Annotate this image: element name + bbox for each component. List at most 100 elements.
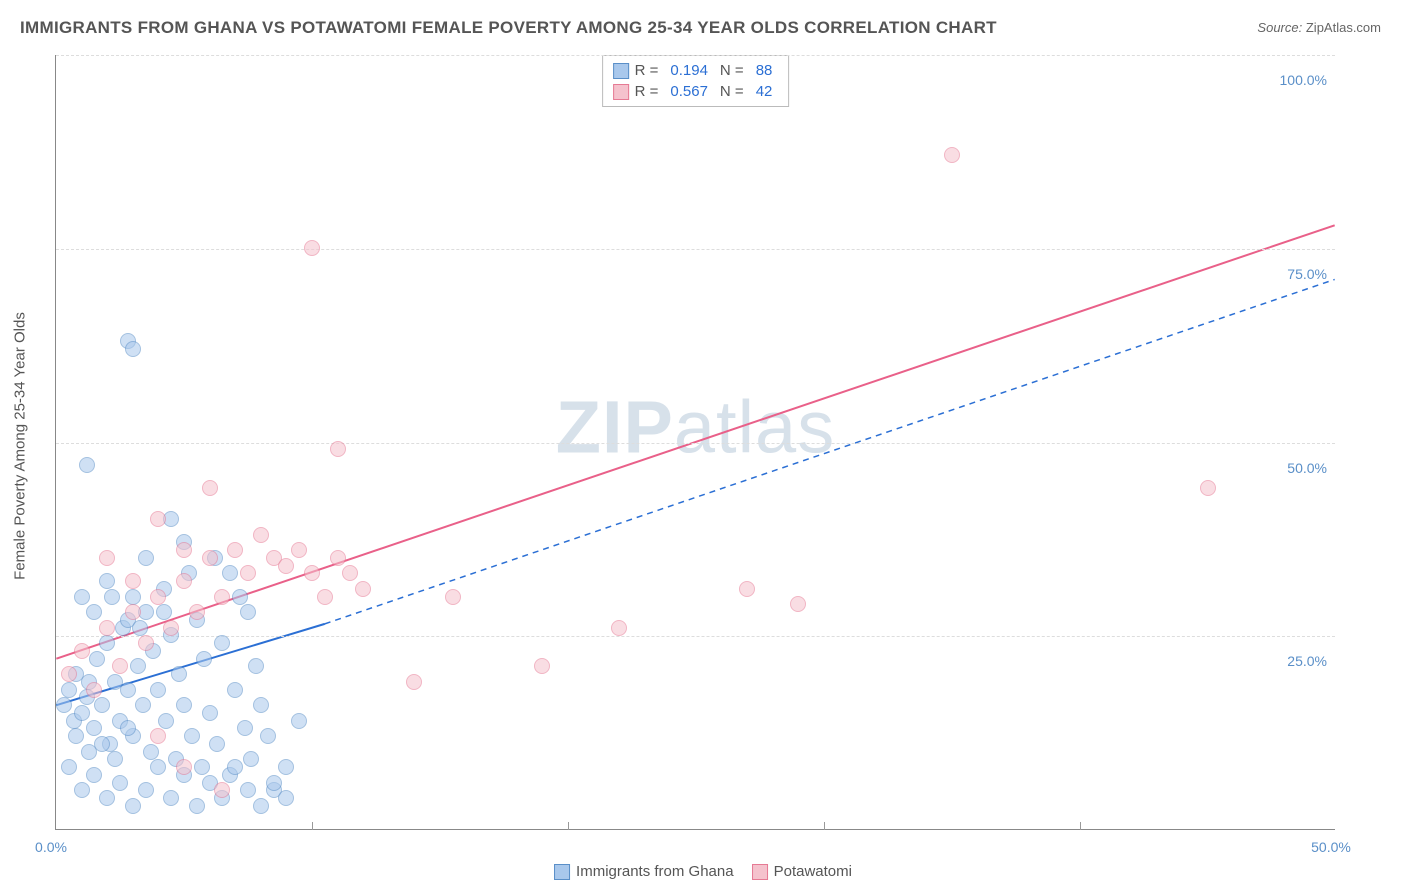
scatter-point xyxy=(112,658,128,674)
scatter-point xyxy=(611,620,627,636)
scatter-point xyxy=(176,759,192,775)
scatter-point xyxy=(163,620,179,636)
stats-row-1: R = 0.567 N = 42 xyxy=(613,81,779,102)
scatter-point xyxy=(304,565,320,581)
scatter-point xyxy=(94,736,110,752)
scatter-point xyxy=(138,550,154,566)
scatter-point xyxy=(227,542,243,558)
scatter-point xyxy=(61,682,77,698)
bottom-legend: Immigrants from Ghana Potawatomi xyxy=(554,863,852,880)
scatter-point xyxy=(74,643,90,659)
scatter-point xyxy=(240,782,256,798)
scatter-point xyxy=(330,550,346,566)
source-label: Source: xyxy=(1257,20,1302,35)
scatter-point xyxy=(143,744,159,760)
legend-item-1: Potawatomi xyxy=(752,863,852,880)
scatter-point xyxy=(176,542,192,558)
n-value-0: 88 xyxy=(756,62,773,79)
xtick-label: 0.0% xyxy=(35,839,67,855)
scatter-point xyxy=(330,441,346,457)
xtick-mark xyxy=(1080,822,1081,830)
gridline-y xyxy=(56,55,1335,56)
scatter-point xyxy=(150,589,166,605)
scatter-point xyxy=(227,759,243,775)
ytick-label: 50.0% xyxy=(1287,460,1327,476)
scatter-point xyxy=(189,604,205,620)
scatter-point xyxy=(163,790,179,806)
xtick-label: 50.0% xyxy=(1311,839,1351,855)
scatter-point xyxy=(189,798,205,814)
scatter-point xyxy=(266,775,282,791)
watermark: ZIPatlas xyxy=(556,384,835,469)
ytick-label: 25.0% xyxy=(1287,653,1327,669)
scatter-point xyxy=(74,589,90,605)
ytick-label: 100.0% xyxy=(1280,72,1327,88)
plot-area: ZIPatlas R = 0.194 N = 88 R = 0.567 N = … xyxy=(55,55,1335,830)
watermark-rest: atlas xyxy=(674,385,835,468)
scatter-point xyxy=(150,728,166,744)
n-label-1: N = xyxy=(720,83,744,100)
scatter-point xyxy=(534,658,550,674)
xtick-mark xyxy=(312,822,313,830)
scatter-point xyxy=(86,682,102,698)
scatter-point xyxy=(253,527,269,543)
scatter-point xyxy=(278,790,294,806)
scatter-point xyxy=(158,713,174,729)
scatter-point xyxy=(150,682,166,698)
scatter-point xyxy=(278,558,294,574)
scatter-point xyxy=(68,728,84,744)
scatter-point xyxy=(99,573,115,589)
scatter-point xyxy=(61,759,77,775)
scatter-point xyxy=(227,682,243,698)
scatter-point xyxy=(125,589,141,605)
scatter-point xyxy=(196,651,212,667)
ytick-label: 75.0% xyxy=(1287,266,1327,282)
scatter-point xyxy=(304,240,320,256)
scatter-point xyxy=(125,604,141,620)
stats-legend-box: R = 0.194 N = 88 R = 0.567 N = 42 xyxy=(602,55,790,107)
scatter-point xyxy=(176,573,192,589)
r-value-0: 0.194 xyxy=(670,62,708,79)
scatter-point xyxy=(86,767,102,783)
scatter-point xyxy=(342,565,358,581)
scatter-point xyxy=(150,759,166,775)
scatter-point xyxy=(260,728,276,744)
scatter-point xyxy=(790,596,806,612)
scatter-point xyxy=(138,635,154,651)
scatter-point xyxy=(202,550,218,566)
n-label-0: N = xyxy=(720,62,744,79)
scatter-point xyxy=(248,658,264,674)
scatter-point xyxy=(214,589,230,605)
scatter-point xyxy=(202,480,218,496)
scatter-point xyxy=(99,790,115,806)
scatter-point xyxy=(317,589,333,605)
scatter-point xyxy=(253,697,269,713)
scatter-point xyxy=(240,604,256,620)
gridline-y xyxy=(56,443,1335,444)
scatter-point xyxy=(79,457,95,473)
scatter-point xyxy=(445,589,461,605)
r-label-0: R = xyxy=(635,62,659,79)
scatter-point xyxy=(278,759,294,775)
scatter-point xyxy=(209,736,225,752)
gridline-y xyxy=(56,636,1335,637)
scatter-point xyxy=(150,511,166,527)
scatter-point xyxy=(86,604,102,620)
scatter-point xyxy=(99,635,115,651)
scatter-point xyxy=(56,697,72,713)
legend-label-0: Immigrants from Ghana xyxy=(576,863,734,880)
y-axis-label: Female Poverty Among 25-34 Year Olds xyxy=(12,312,29,580)
scatter-point xyxy=(739,581,755,597)
scatter-point xyxy=(176,697,192,713)
scatter-point xyxy=(99,620,115,636)
scatter-point xyxy=(214,635,230,651)
scatter-point xyxy=(243,751,259,767)
stats-row-0: R = 0.194 N = 88 xyxy=(613,60,779,81)
scatter-point xyxy=(86,720,102,736)
scatter-point xyxy=(61,666,77,682)
scatter-point xyxy=(132,620,148,636)
scatter-point xyxy=(406,674,422,690)
legend-item-0: Immigrants from Ghana xyxy=(554,863,734,880)
scatter-point xyxy=(202,705,218,721)
scatter-point xyxy=(156,604,172,620)
